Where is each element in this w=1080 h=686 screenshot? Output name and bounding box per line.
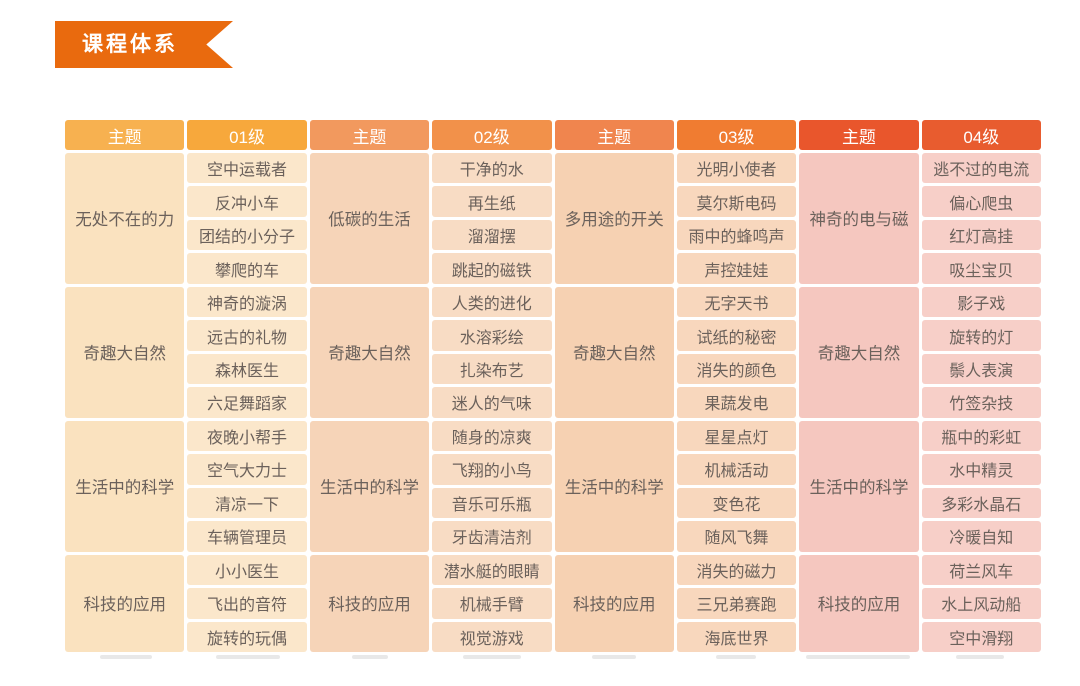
lesson-cell: 机械活动 <box>676 454 797 485</box>
lesson-cell: 竹签杂技 <box>921 387 1041 418</box>
lesson-cell: 海底世界 <box>676 621 797 652</box>
theme-cell: 生活中的科学 <box>799 420 919 552</box>
theme-cell: 科技的应用 <box>309 554 430 652</box>
lesson-cell: 人类的进化 <box>432 286 552 318</box>
lesson-cell: 试纸的秘密 <box>676 320 797 351</box>
lesson-cell: 溜溜摆 <box>432 219 552 251</box>
lesson-cell: 夜晚小帮手 <box>187 420 307 452</box>
lesson-cell: 果蔬发电 <box>676 387 797 418</box>
lesson-cell: 牙齿清洁剂 <box>432 521 552 552</box>
lesson-cell: 鬃人表演 <box>921 353 1041 385</box>
lesson-cell: 飞出的音符 <box>187 588 307 619</box>
page-title-ribbon: 课程体系 <box>55 21 233 68</box>
theme-cell: 无处不在的力 <box>65 153 185 284</box>
lesson-cell: 随身的凉爽 <box>432 420 552 452</box>
remnant-dash <box>716 655 756 659</box>
lesson-cell: 瓶中的彩虹 <box>921 420 1041 452</box>
lesson-cell: 六足舞蹈家 <box>187 387 307 418</box>
theme-cell: 奇趣大自然 <box>799 286 919 418</box>
lesson-cell: 神奇的漩涡 <box>187 286 307 318</box>
lesson-cell: 飞翔的小鸟 <box>432 454 552 485</box>
lesson-cell: 迷人的气味 <box>432 387 552 418</box>
remnant-dash <box>592 655 636 659</box>
lesson-cell: 干净的水 <box>432 153 552 184</box>
header-cell-level-04: 04级 <box>921 120 1041 150</box>
remnant-dash <box>216 655 280 659</box>
lesson-cell: 团结的小分子 <box>187 219 307 251</box>
header-cell-theme-3: 主题 <box>554 120 674 150</box>
remnant-dash <box>956 655 1004 659</box>
theme-cell: 生活中的科学 <box>309 420 430 552</box>
theme-cell: 奇趣大自然 <box>554 286 674 418</box>
lesson-cell: 森林医生 <box>187 353 307 385</box>
page-title: 课程体系 <box>82 33 178 56</box>
lesson-cell: 反冲小车 <box>187 186 307 217</box>
lesson-cell: 雨中的蜂鸣声 <box>676 219 797 251</box>
header-cell-level-03: 03级 <box>676 120 797 150</box>
theme-cell: 生活中的科学 <box>554 420 674 552</box>
lesson-cell: 水上风动船 <box>921 588 1041 619</box>
lesson-cell: 空气大力士 <box>187 454 307 485</box>
theme-cell: 神奇的电与磁 <box>799 153 919 284</box>
lesson-cell: 水溶彩绘 <box>432 320 552 351</box>
curriculum-table: 主题 01级 主题 02级 主题 03级 主题 04级 无处不在的力 空中运载者… <box>65 120 1041 652</box>
remnant-dash <box>100 655 152 659</box>
remnant-dash <box>352 655 388 659</box>
lesson-cell: 车辆管理员 <box>187 521 307 552</box>
lesson-cell: 音乐可乐瓶 <box>432 487 552 519</box>
header-cell-level-02: 02级 <box>432 120 552 150</box>
lesson-cell: 视觉游戏 <box>432 621 552 652</box>
header-cell-level-01: 01级 <box>187 120 307 150</box>
lesson-cell: 莫尔斯电码 <box>676 186 797 217</box>
lesson-cell: 红灯高挂 <box>921 219 1041 251</box>
lesson-cell: 空中运载者 <box>187 153 307 184</box>
lesson-cell: 空中滑翔 <box>921 621 1041 652</box>
lesson-cell: 吸尘宝贝 <box>921 253 1041 284</box>
remnant-dash <box>806 655 910 659</box>
header-cell-theme-1: 主题 <box>65 120 185 150</box>
lesson-cell: 清凉一下 <box>187 487 307 519</box>
lesson-cell: 旋转的玩偶 <box>187 621 307 652</box>
theme-cell: 科技的应用 <box>554 554 674 652</box>
theme-cell: 奇趣大自然 <box>65 286 185 418</box>
lesson-cell: 随风飞舞 <box>676 521 797 552</box>
theme-cell: 生活中的科学 <box>65 420 185 552</box>
lesson-cell: 潜水艇的眼睛 <box>432 554 552 586</box>
lesson-cell: 无字天书 <box>676 286 797 318</box>
theme-cell: 奇趣大自然 <box>309 286 430 418</box>
lesson-cell: 再生纸 <box>432 186 552 217</box>
header-cell-theme-2: 主题 <box>309 120 430 150</box>
lesson-cell: 水中精灵 <box>921 454 1041 485</box>
lesson-cell: 荷兰风车 <box>921 554 1041 586</box>
lesson-cell: 消失的磁力 <box>676 554 797 586</box>
lesson-cell: 光明小使者 <box>676 153 797 184</box>
remnant-dash <box>463 655 521 659</box>
lesson-cell: 小小医生 <box>187 554 307 586</box>
lesson-cell: 旋转的灯 <box>921 320 1041 351</box>
lesson-cell: 声控娃娃 <box>676 253 797 284</box>
theme-cell: 低碳的生活 <box>309 153 430 284</box>
lesson-cell: 逃不过的电流 <box>921 153 1041 184</box>
header-cell-theme-4: 主题 <box>799 120 919 150</box>
lesson-cell: 偏心爬虫 <box>921 186 1041 217</box>
lesson-cell: 影子戏 <box>921 286 1041 318</box>
lesson-cell: 星星点灯 <box>676 420 797 452</box>
lesson-cell: 冷暖自知 <box>921 521 1041 552</box>
theme-cell: 多用途的开关 <box>554 153 674 284</box>
lesson-cell: 远古的礼物 <box>187 320 307 351</box>
theme-cell: 科技的应用 <box>799 554 919 652</box>
lesson-cell: 多彩水晶石 <box>921 487 1041 519</box>
lesson-cell: 三兄弟赛跑 <box>676 588 797 619</box>
theme-cell: 科技的应用 <box>65 554 185 652</box>
lesson-cell: 扎染布艺 <box>432 353 552 385</box>
lesson-cell: 机械手臂 <box>432 588 552 619</box>
lesson-cell: 跳起的磁铁 <box>432 253 552 284</box>
cropped-row-remnant <box>65 655 1041 661</box>
lesson-cell: 消失的颜色 <box>676 353 797 385</box>
lesson-cell: 攀爬的车 <box>187 253 307 284</box>
lesson-cell: 变色花 <box>676 487 797 519</box>
